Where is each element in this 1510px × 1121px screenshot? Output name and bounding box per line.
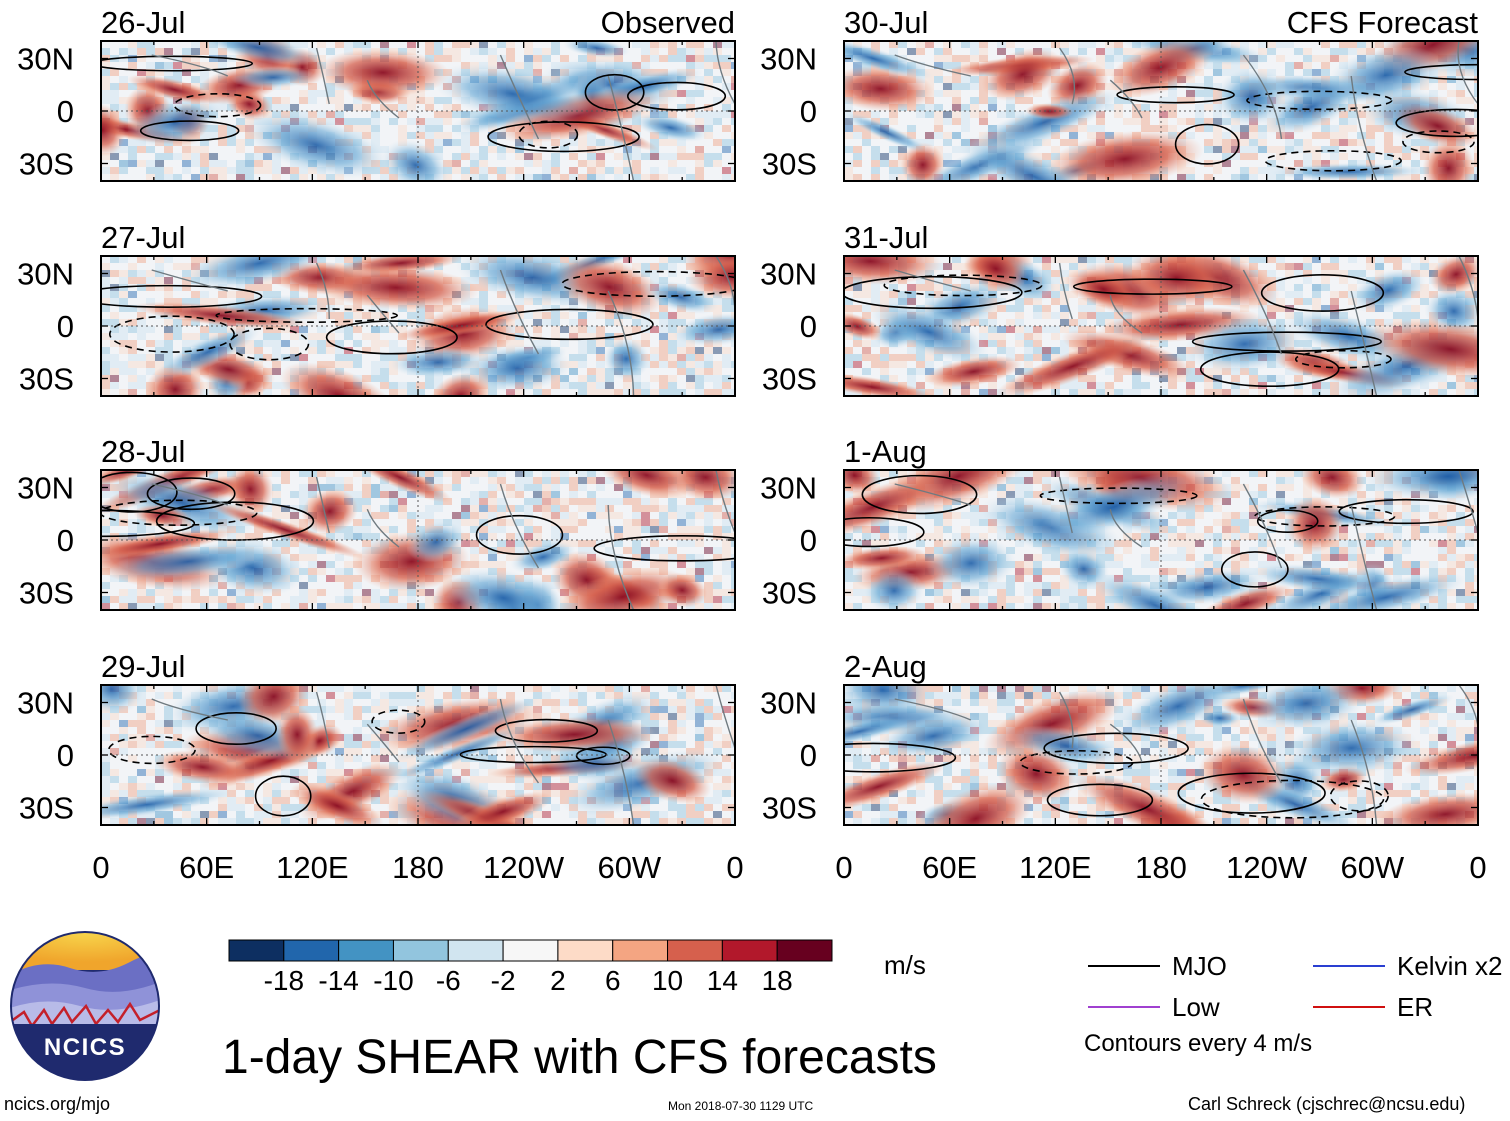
y-tick-label: 0 [57, 738, 74, 773]
x-tick-label: 60E [179, 850, 234, 885]
panel-date-label: 1-Aug [844, 434, 927, 469]
x-tick-label: 0 [726, 850, 743, 885]
map-panel-30-jul: 30N 0 30S 30-Jul CFS Forecast [760, 5, 1479, 182]
colorbar-tick-label: -14 [318, 965, 358, 996]
ncics-logo-text: NCICS [44, 1034, 126, 1061]
colorbar-swatch [721, 939, 778, 962]
y-tick-label: 30S [19, 362, 74, 397]
x-tick-label: 120W [1226, 850, 1308, 885]
x-tick-label: 60W [1340, 850, 1404, 885]
timestamp: Mon 2018-07-30 1129 UTC [668, 1099, 814, 1113]
x-tick-label: 120E [276, 850, 348, 885]
panel-header-label: Observed [601, 5, 735, 40]
y-tick-label: 30S [19, 147, 74, 182]
chart-title: 1-day SHEAR with CFS forecasts [222, 1031, 937, 1084]
colorbar-swatch [557, 939, 614, 962]
legend-label: ER [1397, 992, 1433, 1022]
units-label: m/s [884, 950, 926, 980]
x-tick-label: 180 [392, 850, 444, 885]
map-panel-26-jul: 30N 0 30S 26-Jul Observed [17, 5, 736, 182]
contour-note: Contours every 4 m/s [1084, 1030, 1313, 1057]
y-tick-label: 30N [17, 42, 74, 77]
map-panel-27-jul: 30N 0 30S 27-Jul [17, 220, 736, 397]
x-tick-label: 60W [597, 850, 661, 885]
colorbar-swatch [502, 939, 559, 962]
y-tick-label: 30S [19, 576, 74, 611]
y-tick-label: 0 [57, 523, 74, 558]
author-credit: Carl Schreck (cjschrec@ncsu.edu) [1188, 1094, 1466, 1114]
y-tick-label: 30N [760, 257, 817, 292]
x-tick-label: 0 [92, 850, 109, 885]
x-tick-label: 60E [922, 850, 977, 885]
map-panel-28-jul: 30N 0 30S 28-Jul [17, 434, 736, 611]
ncics-logo: NCICS [10, 931, 160, 1081]
colorbar-tick-label: 18 [762, 965, 793, 996]
y-tick-label: 0 [800, 309, 817, 344]
y-tick-label: 0 [57, 309, 74, 344]
colorbar-tick-label: -18 [264, 965, 304, 996]
colorbar-swatch [283, 939, 340, 962]
colorbar-tick-label: -2 [491, 965, 516, 996]
y-tick-label: 0 [800, 94, 817, 129]
x-tick-label: 120E [1019, 850, 1091, 885]
y-tick-label: 30S [19, 791, 74, 826]
x-tick-label: 180 [1135, 850, 1187, 885]
x-tick-label: 0 [1469, 850, 1486, 885]
y-tick-label: 30N [17, 257, 74, 292]
legend-label: Kelvin x2 [1397, 951, 1503, 981]
y-tick-label: 0 [57, 94, 74, 129]
y-tick-label: 30S [762, 147, 817, 182]
colorbar-tick-label: -10 [373, 965, 413, 996]
panel-date-label: 30-Jul [844, 5, 928, 40]
colorbar-tick-label: 6 [605, 965, 621, 996]
y-tick-label: 30N [760, 42, 817, 77]
map-panel-31-jul: 30N 0 30S 31-Jul [760, 220, 1479, 397]
panel-date-label: 26-Jul [101, 5, 185, 40]
colorbar-tick-label: 10 [652, 965, 683, 996]
colorbar-swatch [338, 939, 394, 962]
site-url-link[interactable]: ncics.org/mjo [4, 1094, 111, 1114]
panel-date-label: 27-Jul [101, 220, 185, 255]
y-tick-label: 30S [762, 791, 817, 826]
x-tick-label: 120W [483, 850, 565, 885]
y-tick-label: 0 [800, 738, 817, 773]
y-tick-label: 30N [17, 471, 74, 506]
colorbar-swatch [612, 939, 669, 962]
colorbar-tick-label: -6 [436, 965, 461, 996]
panel-date-label: 2-Aug [844, 649, 927, 684]
y-tick-label: 30N [760, 471, 817, 506]
colorbar-tick-label: 2 [550, 965, 566, 996]
x-tick-label: 0 [835, 850, 852, 885]
panel-date-label: 31-Jul [844, 220, 928, 255]
map-panel-2-aug: 30N 0 30S 2-Aug 0 60E 120E 180 120W 60W 0 [760, 649, 1487, 885]
y-tick-label: 30S [762, 362, 817, 397]
colorbar: -18 -14 -10 -6 -2 2 6 10 14 18 [228, 939, 833, 996]
colorbar-swatch [392, 939, 449, 962]
legend-label: Low [1172, 992, 1220, 1022]
colorbar-swatch [228, 939, 285, 962]
colorbar-swatch [776, 939, 833, 962]
y-tick-label: 30S [762, 576, 817, 611]
map-panel-1-aug: 30N 0 30S 1-Aug [760, 434, 1479, 611]
y-tick-label: 0 [800, 523, 817, 558]
colorbar-swatch [667, 939, 723, 962]
colorbar-tick-label: 14 [707, 965, 738, 996]
panel-date-label: 28-Jul [101, 434, 185, 469]
colorbar-swatch [447, 939, 504, 962]
legend: MJO Kelvin x2 Low ER [1088, 951, 1503, 1022]
map-panel-29-jul: 30N 0 30S 29-Jul 0 60E 120E 180 120W 60W 0 [17, 649, 744, 885]
panel-date-label: 29-Jul [101, 649, 185, 684]
legend-label: MJO [1172, 951, 1227, 981]
y-tick-label: 30N [760, 686, 817, 721]
y-tick-label: 30N [17, 686, 74, 721]
panel-header-label: CFS Forecast [1287, 5, 1479, 40]
